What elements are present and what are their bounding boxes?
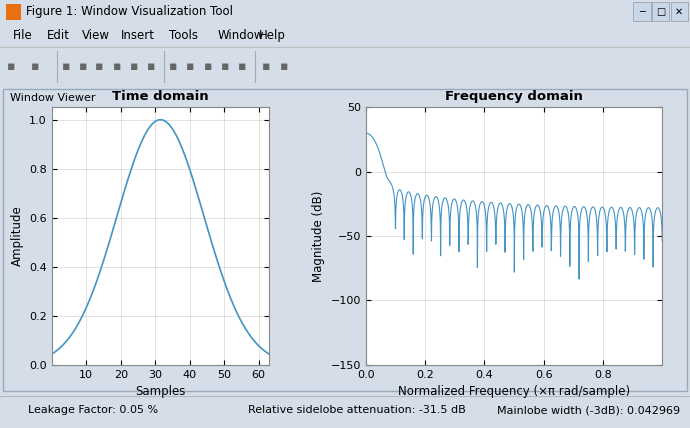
Text: ▪: ▪: [186, 60, 195, 73]
Title: Frequency domain: Frequency domain: [445, 90, 583, 104]
X-axis label: Samples: Samples: [135, 385, 186, 398]
Text: ▪: ▪: [79, 60, 88, 73]
Text: ▪: ▪: [221, 60, 229, 73]
Text: ▪: ▪: [169, 60, 177, 73]
Text: ✕: ✕: [675, 7, 683, 17]
Text: File: File: [12, 29, 32, 42]
Text: Tools: Tools: [169, 29, 198, 42]
Y-axis label: Amplitude: Amplitude: [10, 206, 23, 267]
Text: Leakage Factor: 0.05 %: Leakage Factor: 0.05 %: [28, 405, 158, 415]
Text: ▪: ▪: [262, 60, 270, 73]
X-axis label: Normalized Frequency (×π rad/sample): Normalized Frequency (×π rad/sample): [398, 385, 630, 398]
Text: ▪: ▪: [7, 60, 15, 73]
Text: ▪: ▪: [147, 60, 155, 73]
Y-axis label: Magnitude (dB): Magnitude (dB): [312, 190, 325, 282]
Text: ─: ─: [639, 7, 644, 17]
Text: ▪: ▪: [279, 60, 288, 73]
Text: Window Viewer: Window Viewer: [10, 93, 96, 103]
Title: Time domain: Time domain: [112, 90, 209, 104]
Text: ▪: ▪: [112, 60, 121, 73]
Text: Edit: Edit: [47, 29, 70, 42]
Text: Relative sidelobe attenuation: -31.5 dB: Relative sidelobe attenuation: -31.5 dB: [248, 405, 466, 415]
Text: ▪: ▪: [130, 60, 138, 73]
Bar: [633, 3, 651, 21]
Text: ▪: ▪: [238, 60, 246, 73]
Text: Mainlobe width (-3dB): 0.042969: Mainlobe width (-3dB): 0.042969: [497, 405, 680, 415]
Text: Help: Help: [259, 29, 286, 42]
Text: ▪: ▪: [62, 60, 70, 73]
Text: Insert: Insert: [121, 29, 155, 42]
Text: ▪: ▪: [31, 60, 39, 73]
Bar: [652, 3, 669, 21]
Text: Window: Window: [217, 29, 264, 42]
Bar: [671, 3, 688, 21]
Text: ▪: ▪: [95, 60, 104, 73]
Text: □: □: [656, 7, 665, 17]
Bar: [6, 3, 21, 20]
Text: View: View: [81, 29, 110, 42]
Text: ▪: ▪: [204, 60, 212, 73]
Text: Figure 1: Window Visualization Tool: Figure 1: Window Visualization Tool: [26, 5, 233, 18]
